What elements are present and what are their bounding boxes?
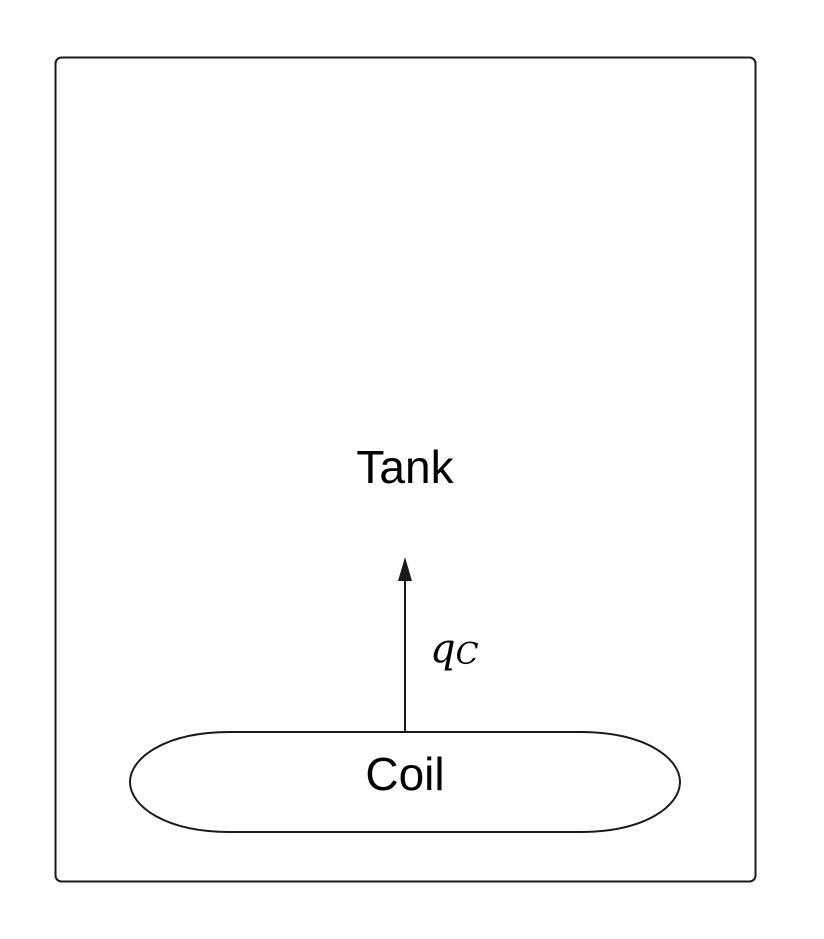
- heat-flow-symbol: q: [430, 626, 456, 672]
- heat-flow-arrowhead: [398, 557, 412, 581]
- heat-flow-subscript: C: [456, 637, 479, 672]
- coil-label: Coil: [365, 748, 444, 800]
- tank-label: Tank: [356, 441, 454, 493]
- tank-outline: [54, 56, 757, 883]
- coil-shape: [128, 731, 682, 833]
- heat-flow-label: qC: [430, 626, 479, 672]
